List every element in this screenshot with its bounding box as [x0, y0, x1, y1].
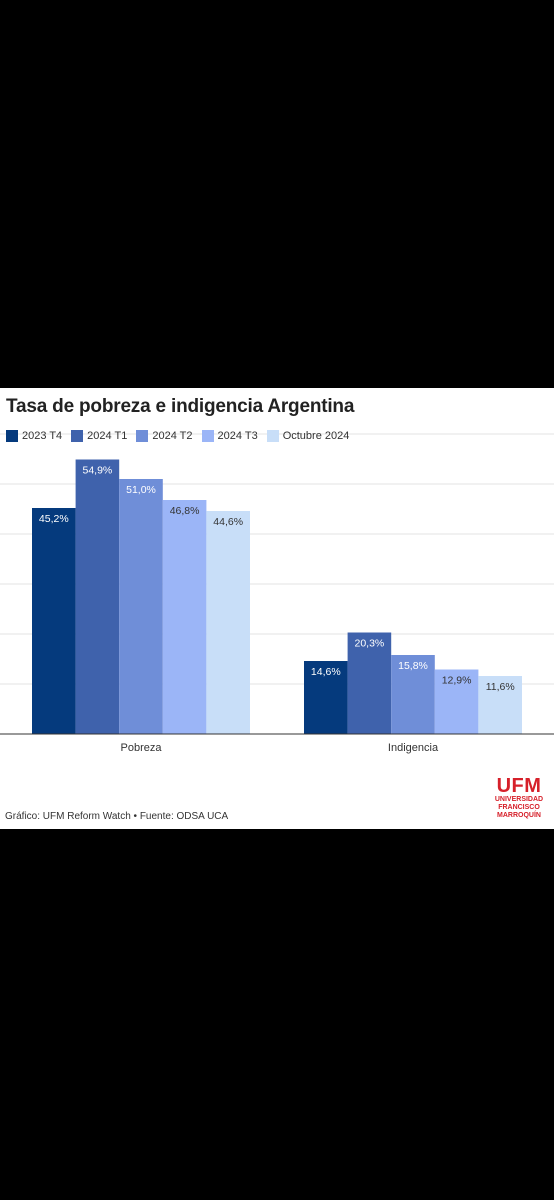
chart-card: 45,2% 54,9% 51,0% 46,8% 44,6% Pobreza 14,6% 20,… [0, 388, 554, 829]
data-label: 45,2% [39, 513, 69, 525]
bar [162, 500, 207, 734]
legend-label: 2024 T2 [152, 430, 193, 442]
legend-swatch [266, 430, 279, 442]
legend-swatch [71, 430, 84, 442]
data-label: 20,3% [355, 638, 385, 650]
legend-item-2024-t1: 2024 T1 [71, 430, 127, 442]
bar [434, 669, 479, 734]
bar [304, 661, 348, 734]
data-label: 54,9% [83, 465, 113, 477]
bar [32, 508, 76, 734]
bar [347, 632, 392, 734]
legend-item-2023-t4: 2023 T4 [6, 430, 62, 442]
data-label: 46,8% [170, 505, 200, 517]
bar-chart: 45,2% 54,9% 51,0% 46,8% 44,6% Pobreza 14,6% 20,… [0, 433, 554, 754]
chart-source-footer: Gráfico: UFM Reform Watch • Fuente: ODSA… [5, 811, 229, 822]
logo-line-3: MARROQUÍN [497, 812, 541, 819]
legend-swatch [201, 430, 214, 442]
chart-legend: 2023 T4 2024 T1 2024 T2 2024 T3 Octubre … [6, 429, 358, 443]
ufm-logo: UFM UNIVERSIDAD FRANCISCO MARROQUÍN [491, 776, 547, 820]
bar [75, 459, 120, 734]
logo-line-2: FRANCISCO [498, 804, 540, 811]
legend-swatch [136, 430, 149, 442]
chart-title: Tasa de pobreza e indigencia Argentina [6, 396, 355, 417]
legend-label: 2024 T1 [87, 430, 128, 442]
data-label: 12,9% [442, 675, 472, 687]
data-label: 11,6% [486, 681, 515, 693]
data-label: 44,6% [213, 516, 243, 528]
data-label: 15,8% [398, 660, 428, 672]
bar [206, 511, 250, 734]
legend-item-octubre-2024: Octubre 2024 [266, 430, 350, 442]
legend-item-2024-t3: 2024 T3 [201, 430, 258, 442]
logo-line-1: UNIVERSIDAD [494, 796, 544, 803]
legend-label: 2024 T3 [217, 430, 258, 442]
bar [391, 655, 435, 734]
legend-label: 2023 T4 [22, 430, 63, 442]
bar [478, 676, 522, 734]
data-label: 14,6% [311, 666, 341, 678]
legend-swatch [6, 430, 18, 442]
category-tick-label: Pobreza [121, 742, 163, 754]
category-tick-label: Indigencia [388, 742, 439, 754]
data-label: 51,0% [126, 484, 156, 496]
legend-item-2024-t2: 2024 T2 [136, 430, 193, 442]
bar [119, 479, 163, 734]
logo-mark: UFM [496, 775, 542, 797]
legend-label: Octubre 2024 [282, 430, 350, 442]
